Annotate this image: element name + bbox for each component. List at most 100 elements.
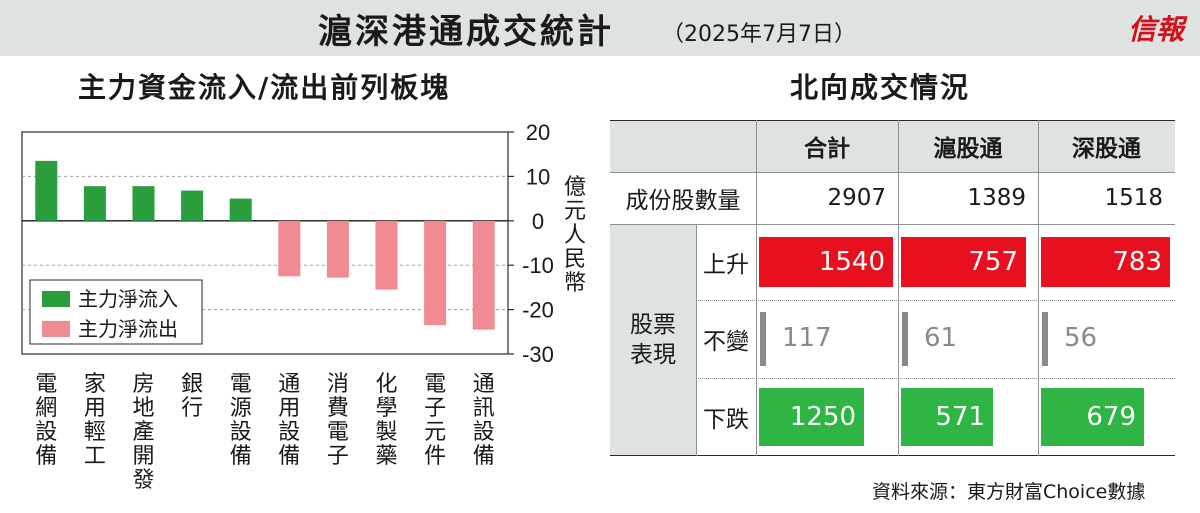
- category-label-char: 子: [327, 444, 349, 469]
- category-label-char: 設: [230, 420, 252, 445]
- flat-bar: [1042, 312, 1048, 366]
- inflow-bar: [181, 190, 204, 221]
- flat-value: 56: [1064, 323, 1098, 353]
- column-divider: [898, 120, 899, 456]
- category-label-char: 銀: [181, 372, 203, 397]
- up-bar: 757: [901, 237, 1026, 287]
- down-bar: 571: [901, 388, 993, 446]
- category-label-char: 產: [132, 420, 154, 445]
- label-divider: [696, 224, 697, 456]
- column-divider: [1038, 120, 1039, 456]
- category-label-char: 設: [35, 420, 57, 445]
- header-bar: 滬深港通成交統計 （2025年7月7日） 信報: [0, 0, 1200, 56]
- group-label: 股票表現: [630, 312, 676, 368]
- inflow-bar: [132, 186, 155, 221]
- legend-label: 主力淨流出: [78, 317, 178, 341]
- category-label-char: 網: [35, 396, 57, 421]
- source-note: 資料來源：東方財富Choice數據: [872, 481, 1146, 503]
- category-label-char: 設: [278, 420, 300, 445]
- legend-swatch: [42, 291, 70, 307]
- constituents-value: 1389: [967, 185, 1026, 211]
- outflow-bar: [424, 220, 447, 326]
- category-label-char: 房: [132, 372, 154, 397]
- row-divider: [610, 172, 1175, 173]
- category-label-char: 通: [278, 372, 300, 397]
- y-tick-label: -10: [522, 253, 554, 278]
- row-divider-dotted: [696, 300, 1175, 301]
- category-label-char: 設: [473, 420, 495, 445]
- constituents-value: 2907: [827, 185, 886, 211]
- category-label-char: 輕: [84, 420, 106, 445]
- page-title: 滬深港通成交統計: [318, 12, 614, 52]
- constituents-value: 1518: [1104, 185, 1163, 211]
- table-title: 北向成交情況: [790, 71, 971, 104]
- category-label-char: 元: [424, 420, 446, 445]
- category-label-char: 行: [181, 396, 203, 421]
- y-axis-label-char: 幣: [564, 271, 586, 296]
- category-label-char: 工: [84, 444, 106, 469]
- column-header: 深股通: [1072, 136, 1141, 162]
- category-label-char: 通: [473, 372, 495, 397]
- category-label-char: 源: [230, 396, 252, 421]
- row-label: 不變: [703, 329, 749, 355]
- category-label-char: 製: [375, 420, 397, 445]
- y-tick-label: -20: [522, 298, 554, 323]
- column-header: 滬股通: [933, 136, 1003, 162]
- category-label-char: 用: [278, 396, 300, 421]
- column-divider: [756, 120, 757, 456]
- category-label-char: 備: [230, 444, 252, 469]
- outflow-bar: [326, 220, 349, 278]
- category-label-char: 發: [132, 468, 154, 493]
- y-tick-label: 20: [526, 120, 550, 145]
- flat-value: 61: [924, 323, 958, 353]
- legend-label: 主力淨流入: [78, 287, 178, 311]
- category-label-char: 件: [424, 444, 446, 469]
- table-header-bg: [610, 120, 1175, 172]
- outflow-bar: [278, 220, 301, 277]
- category-label-char: 化: [375, 372, 397, 397]
- category-label-char: 備: [35, 444, 57, 469]
- column-header: 合計: [804, 136, 850, 162]
- category-label-char: 電: [230, 372, 252, 397]
- category-label-char: 家: [84, 372, 106, 397]
- category-label-char: 備: [278, 444, 300, 469]
- category-label-char: 開: [132, 444, 154, 469]
- inflow-bar: [83, 186, 106, 221]
- legend-swatch: [42, 321, 70, 337]
- category-label-char: 消: [327, 372, 349, 397]
- row-divider: [610, 224, 1175, 225]
- flat-bar: [760, 312, 766, 366]
- category-label-char: 地: [132, 396, 154, 421]
- group-label-bg: [610, 224, 696, 456]
- table-bottom-border: [610, 455, 1175, 456]
- outflow-bar: [375, 220, 398, 290]
- category-label-char: 電: [35, 372, 57, 397]
- y-axis-label-char: 元: [564, 199, 586, 224]
- y-axis-label-char: 民: [564, 247, 586, 272]
- plot-frame: [21, 131, 509, 355]
- y-axis-label-char: 人: [564, 223, 586, 248]
- category-label-char: 備: [473, 444, 495, 469]
- down-bar: 679: [1041, 388, 1144, 446]
- table-top-border: [610, 120, 1175, 121]
- flat-bar: [902, 312, 908, 366]
- northbound-table: 合計 滬股通 深股通 成份股數量 2907 1389 1518 股票表現 上升 1540 757 78…: [610, 120, 1175, 456]
- y-tick-label: -30: [522, 342, 554, 367]
- row-label: 上升: [703, 252, 749, 278]
- capital-flow-chart: 20100-10-20-30億元人民幣電網設備家用輕工房地產開發銀行電源設備通用…: [21, 120, 586, 493]
- category-label-char: 學: [375, 396, 397, 421]
- title-date: （2025年7月7日）: [662, 22, 856, 47]
- constituents-label: 成份股數量: [625, 188, 741, 214]
- category-label-char: 用: [84, 396, 106, 421]
- inflow-bar: [35, 160, 58, 221]
- category-label-char: 子: [424, 396, 446, 421]
- category-label-char: 電: [327, 420, 349, 445]
- chart-title: 主力資金流入/流出前列板塊: [78, 71, 451, 104]
- category-label-char: 訊: [473, 396, 495, 421]
- row-label: 下跌: [703, 407, 749, 433]
- y-tick-label: 0: [532, 209, 544, 234]
- up-bar: 783: [1041, 237, 1170, 287]
- y-axis-label-char: 億: [564, 175, 586, 200]
- down-bar: 1250: [759, 388, 864, 446]
- flat-value: 117: [782, 323, 832, 353]
